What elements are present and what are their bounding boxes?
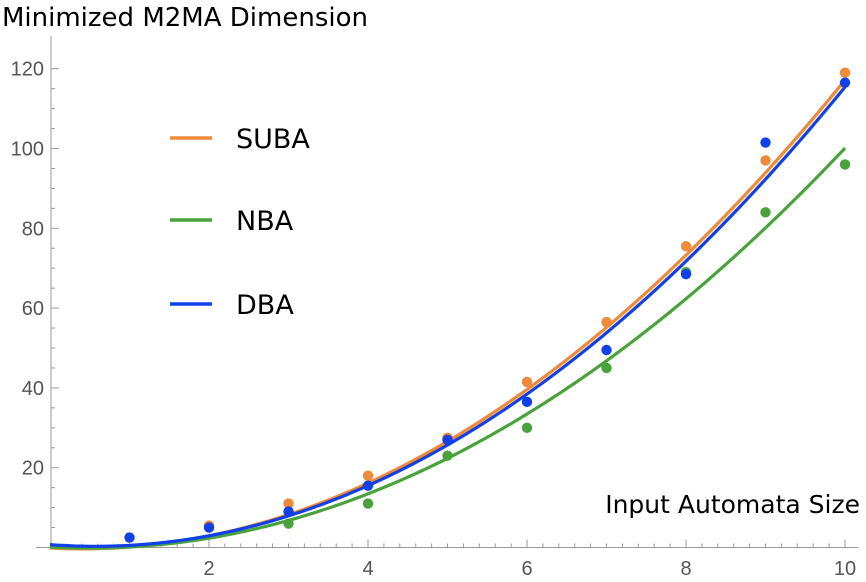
data-point-dba [601, 344, 612, 356]
x-axis-label: Input Automata Size [605, 490, 860, 519]
y-tick-label: 100 [11, 139, 44, 161]
data-point-nba [521, 422, 533, 433]
data-point-suba [521, 376, 533, 388]
data-point-suba [362, 470, 374, 481]
y-tick-label: 120 [11, 59, 44, 81]
data-point-dba [760, 137, 771, 148]
fit-curves [49, 79, 847, 551]
data-point-dba [203, 522, 215, 533]
fit-curve-suba [49, 79, 847, 551]
data-point-dba [124, 532, 135, 543]
y-tick-label: 60 [22, 298, 44, 320]
data-point-suba [680, 241, 692, 252]
fit-curve-dba [49, 85, 847, 548]
x-tick-label: 8 [680, 558, 691, 580]
data-point-nba [601, 362, 612, 374]
data-point-nba [283, 518, 294, 529]
data-point-dba [442, 434, 453, 445]
data-point-dba [362, 480, 374, 491]
legend-label-suba: SUBA [236, 124, 310, 155]
data-point-dba [839, 77, 851, 88]
y-tick-label: 40 [22, 378, 44, 400]
data-points [124, 67, 851, 543]
legend-label-dba: DBA [236, 290, 294, 321]
data-point-suba [839, 67, 851, 78]
data-point-suba [601, 316, 612, 328]
data-point-nba [362, 498, 374, 509]
data-point-dba [283, 506, 294, 517]
data-point-suba [283, 498, 294, 509]
y-tick-label: 20 [22, 458, 44, 480]
data-point-suba [760, 155, 771, 166]
data-point-dba [521, 396, 533, 408]
data-point-nba [442, 450, 453, 461]
data-point-nba [760, 207, 771, 218]
legend: SUBA NBA DBA [170, 124, 310, 321]
data-point-dba [680, 268, 692, 280]
x-tick-label: 4 [362, 558, 373, 580]
fit-curve-nba [49, 146, 847, 550]
x-tick-label: 2 [203, 558, 214, 580]
data-point-nba [839, 159, 851, 170]
chart-title: Minimized M2MA Dimension [2, 3, 368, 33]
y-tick-label: 80 [22, 218, 44, 240]
legend-label-nba: NBA [236, 206, 294, 237]
x-tick-label: 10 [834, 558, 856, 580]
axes: 20 40 60 80 100 120 2 4 6 8 10 [11, 36, 858, 580]
x-tick-label: 6 [521, 558, 532, 580]
